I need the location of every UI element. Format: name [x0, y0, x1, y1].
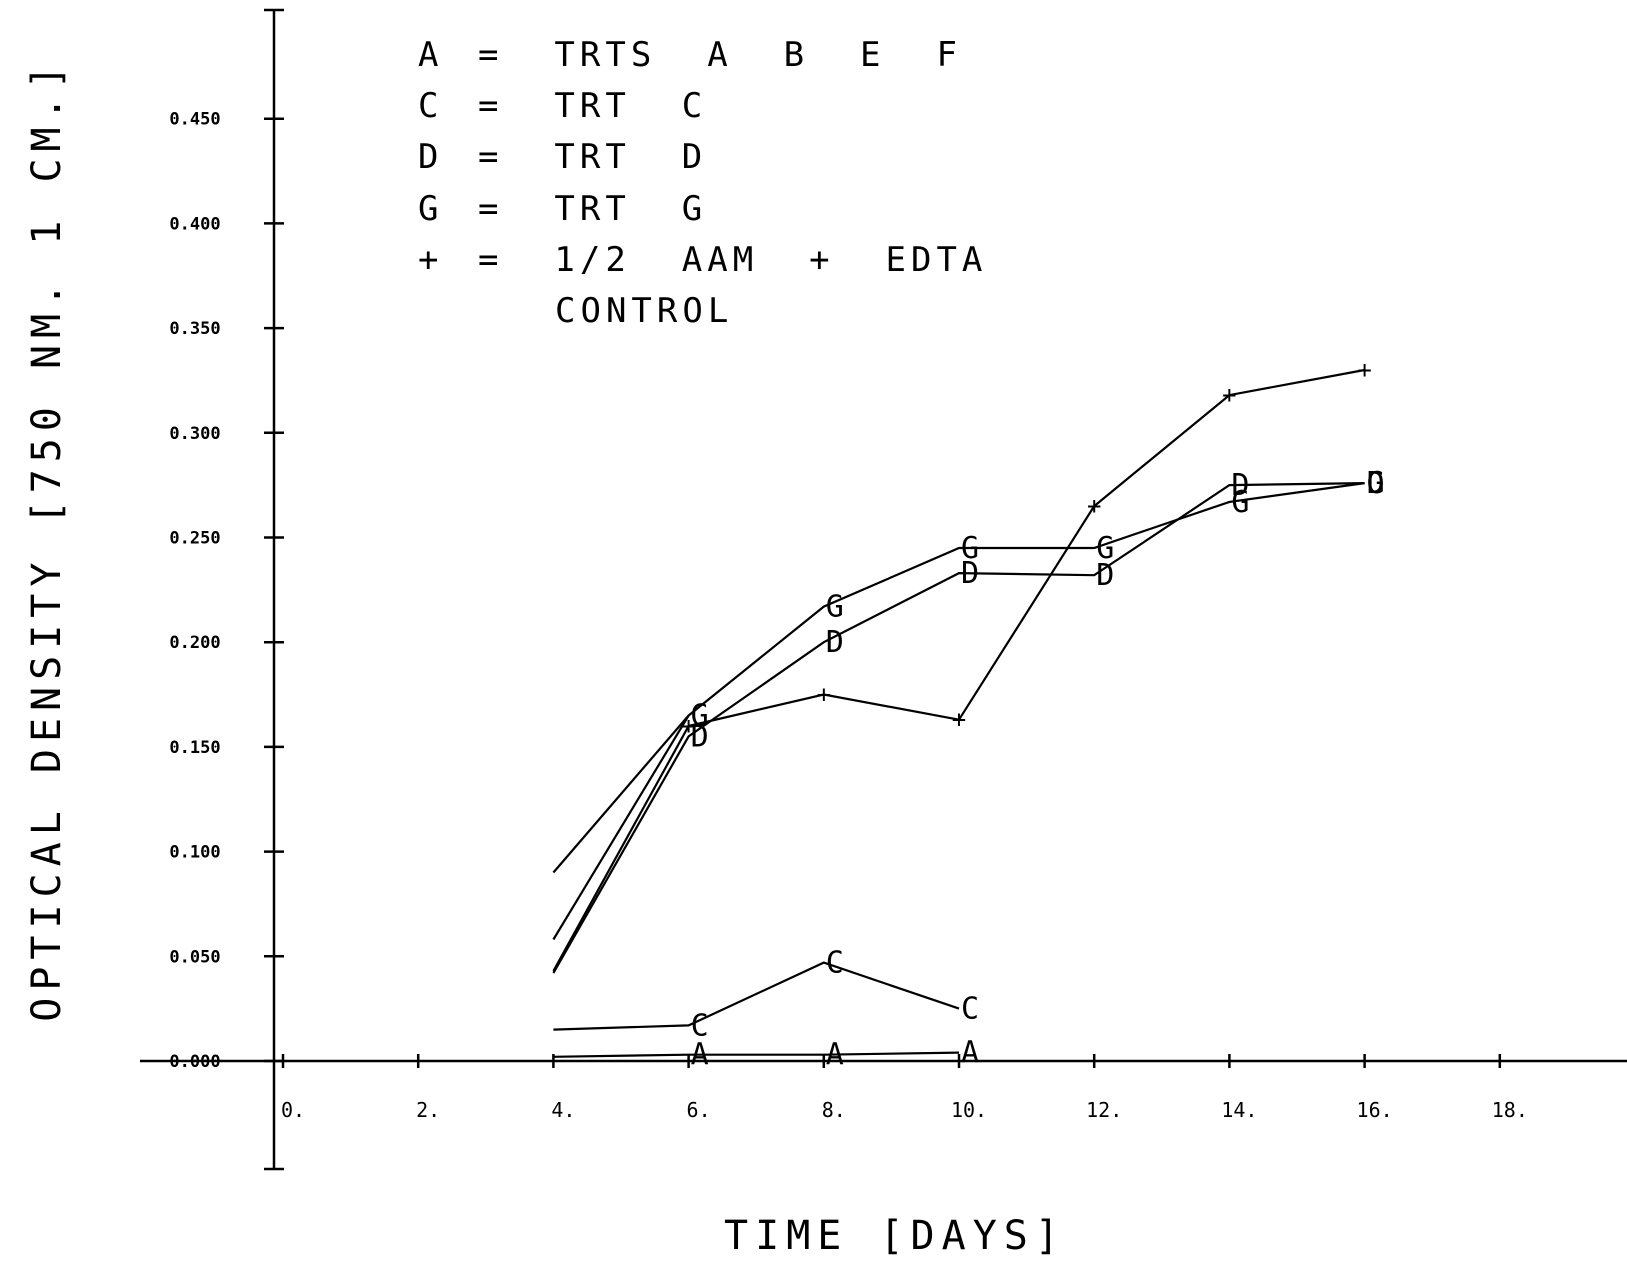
- legend-symbol: A: [418, 35, 443, 75]
- data-point-marker: G: [1231, 485, 1249, 520]
- y-tick-label: 0.200: [169, 633, 220, 653]
- series-line: [552, 482, 1365, 974]
- x-tick-label: 16.: [1357, 1098, 1393, 1122]
- legend-label: = TRTS A B E F: [478, 35, 962, 75]
- y-tick-label: 0.250: [169, 529, 220, 549]
- y-tick-label: 0.050: [169, 947, 220, 967]
- axes-layer: [140, 8, 1627, 1171]
- legend-entry-0: A = TRTS A B E F: [418, 35, 962, 75]
- data-point-marker: D: [1231, 468, 1249, 503]
- legend-entry-4: + = 1/2 AAM + EDTA: [418, 240, 987, 280]
- x-tick-label: 10.: [951, 1098, 987, 1122]
- legend-symbol: +: [418, 240, 443, 280]
- x-ticks: 0. 2. 4. 6. 8. 10. 12. 14. 16. 18.: [281, 1054, 1528, 1122]
- data-point-marker: D: [1367, 466, 1385, 501]
- data-point-marker: G: [1096, 531, 1114, 566]
- data-point-marker: G: [1367, 466, 1385, 501]
- x-tick-label: 4.: [551, 1098, 575, 1122]
- x-tick-label: 2.: [416, 1098, 440, 1122]
- data-point-marker: C: [691, 1008, 709, 1043]
- legend-symbol: C: [418, 86, 443, 126]
- data-point-marker: C: [961, 992, 979, 1027]
- legend-symbol: D: [418, 137, 443, 177]
- series-line: [553, 961, 960, 1031]
- series-line: [553, 1051, 960, 1058]
- x-tick-label: 6.: [687, 1098, 711, 1122]
- y-ticks: 0.000 0.050 0.100 0.150 0.200 0.250 0.300 0.350…: [169, 110, 284, 1072]
- y-tick-label: 0.400: [169, 214, 220, 234]
- data-point-marker: C: [826, 946, 844, 981]
- data-point-marker: G: [961, 531, 979, 566]
- data-point-marker: G: [826, 590, 844, 625]
- data-point-marker: D: [826, 625, 844, 660]
- y-tick-label: 0.150: [169, 738, 220, 758]
- data-point-marker: A: [691, 1038, 709, 1073]
- legend: A = TRTS A B E F C = TRT C D = TRT D G =…: [418, 35, 987, 331]
- data-point-marker: +: [681, 712, 695, 740]
- y-tick-label: 0.450: [169, 110, 220, 130]
- data-point-marker: A: [961, 1036, 979, 1071]
- y-tick-label: 0.100: [169, 843, 220, 863]
- y-tick-label: 0.300: [169, 424, 220, 444]
- data-point-marker: +: [952, 706, 966, 734]
- x-tick-label: 0.: [281, 1098, 305, 1122]
- legend-label: CONTROL: [555, 291, 733, 331]
- legend-label: = TRT D: [478, 137, 707, 177]
- legend-label: = TRT C: [478, 86, 707, 126]
- data-point-marker: +: [1087, 492, 1101, 520]
- series-lines: [552, 368, 1365, 1058]
- data-point-marker: G: [691, 698, 709, 733]
- data-point-marker: +: [1222, 381, 1236, 409]
- legend-entry-3: G = TRT G: [418, 189, 707, 229]
- legend-label: = TRT G: [478, 189, 707, 229]
- x-tick-label: 14.: [1221, 1098, 1257, 1122]
- legend-entry-2: D = TRT D: [418, 137, 707, 177]
- legend-entry-5: CONTROL: [555, 291, 733, 331]
- y-tick-label: 0.000: [169, 1052, 220, 1072]
- legend-symbol: G: [418, 189, 443, 229]
- y-tick-label: 0.350: [169, 319, 220, 339]
- data-point-marker: +: [1357, 356, 1371, 384]
- data-point-marker: +: [817, 681, 831, 709]
- data-point-marker: D: [691, 719, 709, 754]
- data-point-marker: D: [961, 556, 979, 591]
- data-point-marker: D: [1096, 558, 1114, 593]
- series-line: [552, 714, 690, 874]
- data-point-marker: A: [826, 1038, 844, 1073]
- x-tick-label: 12.: [1086, 1098, 1122, 1122]
- x-tick-label: 18.: [1492, 1098, 1528, 1122]
- legend-label: = 1/2 AAM + EDTA: [478, 240, 987, 280]
- x-tick-label: 8.: [822, 1098, 846, 1122]
- legend-entry-1: C = TRT C: [418, 86, 707, 126]
- series-line: [552, 368, 1365, 972]
- x-axis-title: TIME [DAYS]: [724, 1213, 1066, 1259]
- y-axis-title: OPTICAL DENSITY [750 NM. 1 CM.]: [24, 58, 70, 1022]
